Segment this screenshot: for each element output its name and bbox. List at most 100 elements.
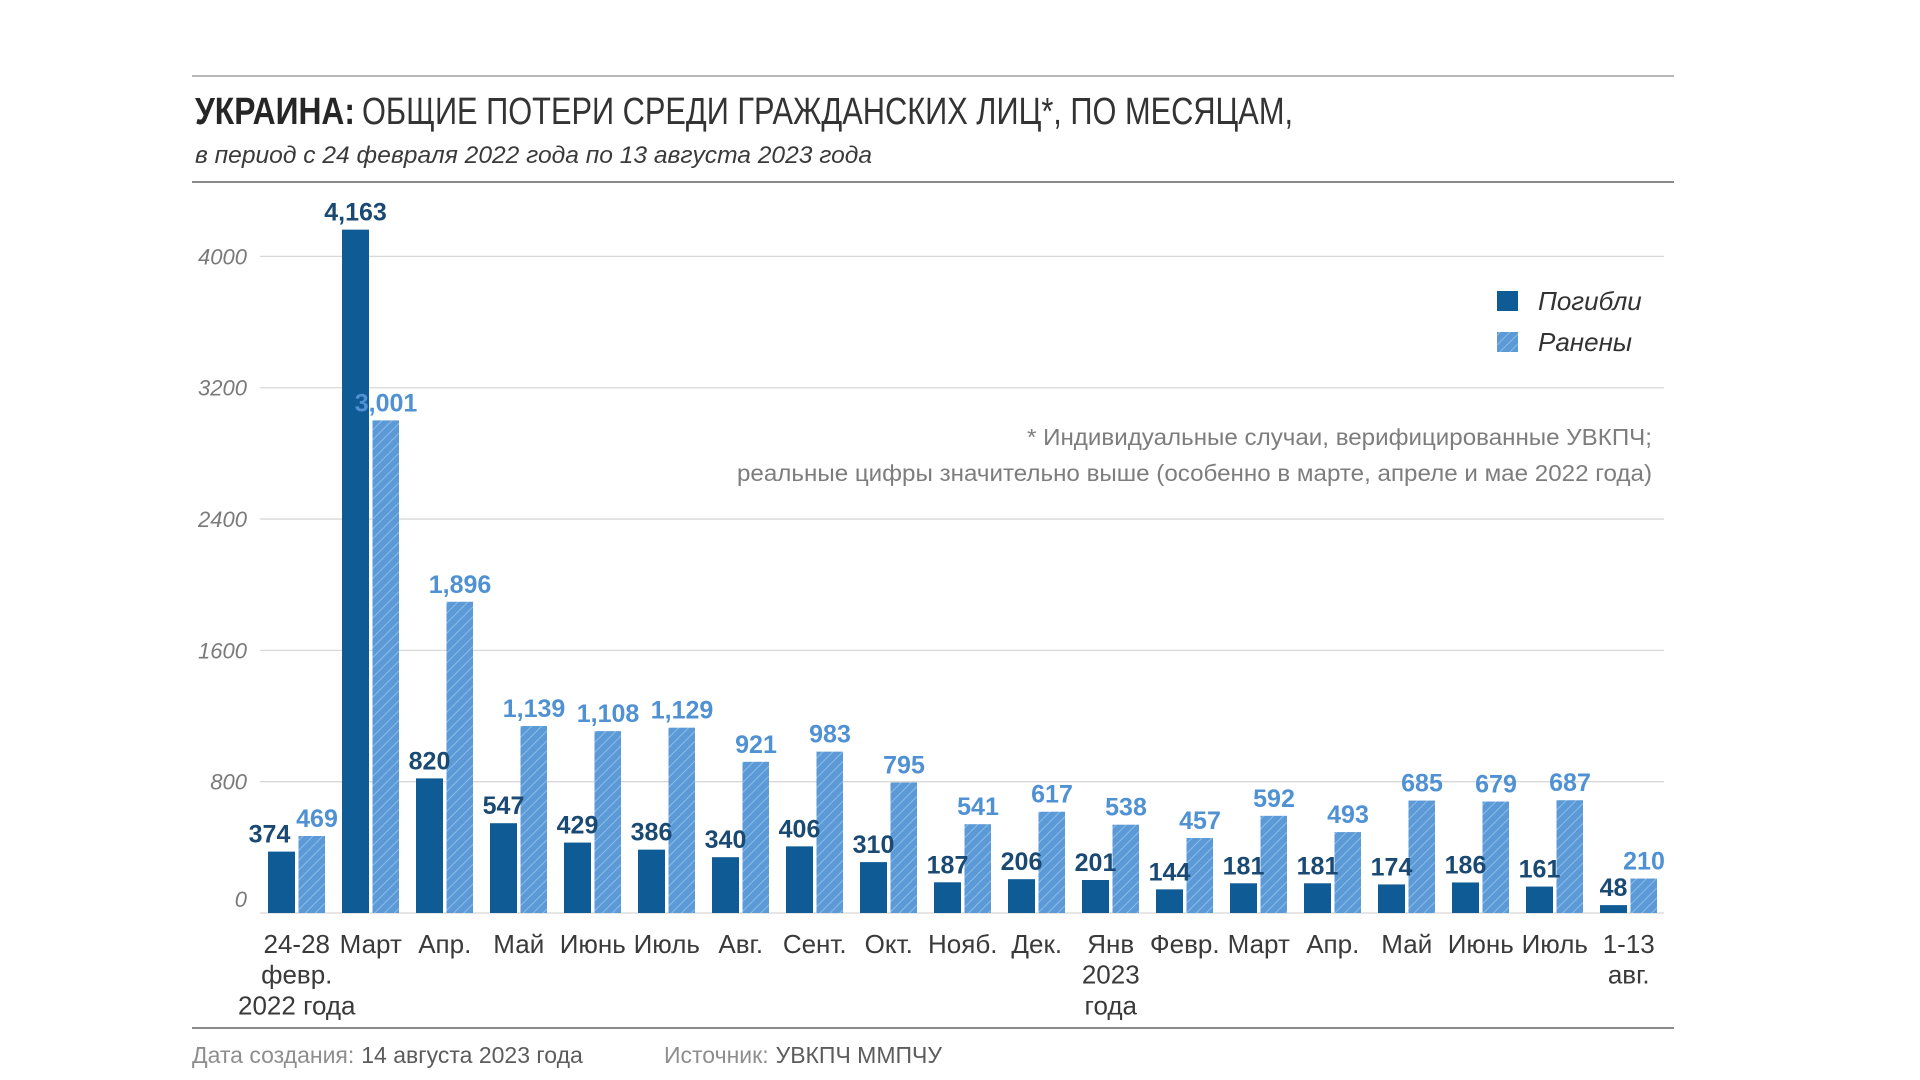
y-tick-label: 0: [235, 887, 248, 912]
category-label: Май: [493, 929, 544, 959]
source: Источник: УВКПЧ ММПЧУ: [664, 1042, 942, 1068]
bar-killed: [1526, 886, 1553, 913]
legend-swatch-wounded: [1497, 332, 1518, 352]
category-label: Сент.: [783, 929, 847, 959]
value-label-killed: 161: [1519, 856, 1561, 884]
category-label: Янв: [1087, 929, 1134, 959]
value-label-wounded: 679: [1475, 771, 1517, 799]
value-label-killed: 174: [1371, 853, 1413, 881]
bar-wounded: [1038, 811, 1065, 913]
category-label: Авг.: [718, 929, 763, 959]
value-label-wounded: 795: [883, 752, 925, 780]
bar-killed: [860, 862, 887, 913]
value-label-killed: 374: [249, 821, 291, 849]
category-label: 24-28: [264, 929, 331, 959]
bar-killed: [712, 857, 739, 913]
value-label-wounded: 921: [735, 731, 777, 759]
bar-killed: [1082, 880, 1109, 913]
creation-date-value: 14 августа 2023 года: [361, 1042, 583, 1068]
value-label-killed: 48: [1600, 874, 1628, 902]
bar-killed: [342, 229, 369, 913]
bar-killed: [1452, 882, 1479, 913]
value-label-wounded: 1,139: [503, 695, 566, 723]
bar-killed: [1378, 884, 1405, 913]
value-label-wounded: 1,129: [651, 697, 714, 725]
value-label-wounded: 541: [957, 793, 999, 821]
value-label-wounded: 687: [1549, 769, 1591, 797]
bar-wounded: [1112, 824, 1139, 913]
value-label-killed: 4,163: [324, 199, 387, 227]
category-label: 1-13: [1603, 929, 1655, 959]
value-label-killed: 547: [483, 792, 525, 820]
bar-killed: [1304, 883, 1331, 913]
legend-label-killed: Погибли: [1538, 286, 1642, 316]
y-tick-label: 3200: [198, 376, 248, 401]
footnote-line-1: * Индивидуальные случаи, верифицированны…: [1027, 424, 1652, 450]
bar-wounded: [372, 420, 399, 913]
y-axis: 0 800 1600 2400 3200 4000: [197, 244, 248, 912]
bar-wounded: [446, 601, 473, 913]
y-tick-label: 4000: [198, 244, 248, 269]
bar-wounded: [594, 731, 621, 913]
value-label-killed: 310: [853, 831, 895, 859]
source-label: Источник:: [664, 1042, 769, 1068]
value-label-killed: 820: [409, 747, 451, 775]
bar-killed: [416, 778, 443, 913]
bar-wounded: [1260, 815, 1287, 913]
category-label: Март: [1228, 929, 1290, 959]
category-label: Июль: [1522, 929, 1588, 959]
value-label-killed: 406: [779, 815, 821, 843]
value-label-wounded: 538: [1105, 794, 1147, 822]
page-title: ОБЩИЕ ПОТЕРИ СРЕДИ ГРАЖДАНСКИХ ЛИЦ*, ПО …: [362, 91, 1293, 133]
category-label: Окт.: [865, 929, 913, 959]
value-label-wounded: 493: [1327, 801, 1369, 829]
value-label-wounded: 1,896: [429, 571, 492, 599]
category-label: 2022 года: [238, 990, 356, 1020]
category-label: авг.: [1608, 960, 1650, 990]
value-label-killed: 201: [1075, 849, 1117, 877]
y-tick-label: 800: [210, 770, 247, 795]
value-label-killed: 181: [1297, 852, 1339, 880]
value-label-killed: 340: [705, 826, 747, 854]
bar-wounded: [816, 751, 843, 913]
bar-killed: [638, 849, 665, 913]
bar-killed: [490, 823, 517, 913]
bar-killed: [786, 846, 813, 913]
legend-label-wounded: Ранены: [1538, 327, 1632, 357]
category-label: Апр.: [418, 929, 471, 959]
y-tick-label: 2400: [197, 507, 248, 532]
bar-wounded: [890, 782, 917, 913]
title-lead: УКРАИНА:: [195, 91, 355, 133]
bar-wounded: [298, 836, 325, 913]
subtitle: в период с 24 февраля 2022 года по 13 ав…: [195, 142, 872, 169]
category-label: Июль: [634, 929, 700, 959]
bar-wounded: [1630, 878, 1657, 913]
bar-killed: [1008, 879, 1035, 913]
creation-date: Дата создания: 14 августа 2023 года: [192, 1042, 583, 1068]
value-label-wounded: 617: [1031, 781, 1073, 809]
category-label: года: [1085, 990, 1138, 1020]
bar-wounded: [1482, 801, 1509, 913]
value-label-wounded: 210: [1623, 848, 1665, 876]
bar-wounded: [1556, 800, 1583, 913]
category-label: Май: [1381, 929, 1432, 959]
value-label-wounded: 469: [296, 805, 338, 833]
value-label-killed: 386: [631, 819, 673, 847]
category-label: февр.: [261, 960, 332, 990]
category-label: Дек.: [1011, 929, 1062, 959]
bar-killed: [564, 842, 591, 913]
value-label-killed: 186: [1445, 851, 1487, 879]
source-value: УВКПЧ ММПЧУ: [776, 1042, 943, 1068]
value-label-killed: 181: [1223, 852, 1265, 880]
bars: [268, 229, 1657, 913]
bar-wounded: [668, 727, 695, 913]
creation-date-label: Дата создания:: [192, 1042, 354, 1068]
value-label-wounded: 592: [1253, 785, 1295, 813]
category-label: 2023: [1082, 960, 1140, 990]
value-label-killed: 429: [557, 812, 599, 840]
category-label: Февр.: [1150, 929, 1220, 959]
value-label-wounded: 983: [809, 721, 851, 749]
